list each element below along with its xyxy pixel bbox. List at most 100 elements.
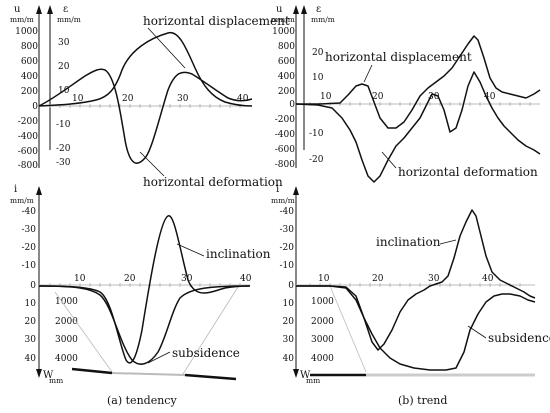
x-tick-label: 30 — [177, 94, 189, 104]
inclination-label-a: inclination — [206, 247, 271, 261]
deformation-label-b: horizontal deformation — [398, 165, 538, 179]
u-axis-arrow-b — [293, 5, 299, 14]
i-axis-arrow-b — [293, 186, 299, 195]
caption-b: (b) trend — [398, 394, 447, 407]
x-tick-label: 20 — [372, 274, 384, 284]
x-tick-label: 40 — [240, 274, 252, 284]
tick-label: 1000 — [15, 27, 38, 37]
i-axis-arrow-a — [36, 186, 42, 195]
w-ticks-b: 1000 2000 3000 4000 — [311, 297, 334, 364]
tick-label: -10 — [309, 129, 324, 139]
tick-label: 10 — [25, 299, 37, 309]
i-ticks-a: -40 -30 -20 -10 0 10 20 30 40 — [22, 207, 37, 364]
u-symbol-a: u — [14, 4, 21, 15]
x-tick-label: 10 — [72, 94, 84, 104]
u-axis-arrow-a — [36, 5, 42, 14]
deformation-label-a: horizontal deformation — [143, 175, 283, 189]
tick-label: 0 — [288, 281, 294, 291]
deformation-curve-a — [38, 68, 253, 164]
tick-label: -30 — [280, 225, 295, 235]
x-tick-label: 30 — [428, 92, 440, 102]
inclination-leader-b — [439, 239, 457, 245]
x-tick-label: 20 — [124, 274, 136, 284]
displacement-curve-a — [38, 31, 253, 107]
panel-b-top: u mm/m ε mm/m 1000 800 600 400 200 0 -20… — [271, 4, 541, 183]
caption-a: (a) tendency — [107, 394, 177, 407]
x-tick-label: 40 — [484, 92, 496, 102]
tick-label: 30 — [58, 38, 70, 48]
u-ticks-a: 1000 800 600 400 200 0 -200 -400 -600 -8… — [15, 27, 38, 171]
subsidence-curve-a — [38, 285, 251, 365]
tick-label: 2000 — [55, 317, 78, 327]
subsidence-label-b: subsidence — [488, 331, 550, 345]
x-tick-label: 10 — [74, 274, 86, 284]
w-unit-b: mm — [306, 376, 320, 385]
eps-symbol-b: ε — [316, 4, 321, 15]
tick-label: -30 — [22, 225, 37, 235]
tick-label: 600 — [21, 57, 38, 67]
guide-line-b — [329, 285, 367, 373]
tick-label: 800 — [278, 42, 295, 52]
panel-b-bottom: i mm/m -40 -30 -20 -10 0 10 20 30 40 100… — [271, 184, 550, 407]
tick-label: 200 — [278, 87, 295, 97]
x-tick-label: 40 — [482, 274, 494, 284]
x-tick-label: 30 — [181, 274, 193, 284]
tick-label: -40 — [280, 207, 295, 217]
tick-label: 20 — [58, 62, 70, 72]
tick-label: 1000 — [272, 27, 295, 37]
tick-label: 1000 — [311, 297, 334, 307]
deformation-leader-a — [139, 151, 165, 177]
tick-label: -10 — [56, 120, 71, 130]
tick-label: 2000 — [311, 317, 334, 327]
deformation-leader-b — [381, 151, 397, 169]
guide-line-a-left — [54, 291, 113, 373]
x-tick-label: 20 — [372, 92, 384, 102]
displacement-label-b: horizontal displacement — [325, 50, 472, 64]
tick-label: -20 — [22, 243, 37, 253]
w-symbol-b: W — [300, 370, 311, 381]
tick-label: 10 — [283, 299, 295, 309]
tick-label: 600 — [278, 57, 295, 67]
x-tick-label: 20 — [122, 94, 134, 104]
u-unit-b: mm/m — [271, 15, 295, 24]
displacement-leader-b — [363, 64, 373, 83]
eps-ticks-a: 30 20 10 -10 -20 -30 — [56, 38, 71, 168]
ground-line-a-left — [71, 367, 113, 375]
tick-label: -800 — [18, 161, 38, 171]
tick-label: 30 — [25, 335, 37, 345]
panel-a-top: u mm/m ε mm/m 1000 800 600 400 200 0 -20… — [10, 4, 290, 189]
x-tick-label: 30 — [428, 274, 440, 284]
subsidence-leader-b — [467, 325, 487, 339]
w-symbol-a: W — [43, 370, 54, 381]
tick-label: -400 — [18, 132, 38, 142]
tick-label: -20 — [56, 144, 71, 154]
inclination-curve-a — [38, 215, 251, 364]
subsidence-leader-a — [147, 351, 171, 364]
u-symbol-b: u — [276, 4, 283, 15]
deformation-curve-b — [295, 71, 541, 183]
tick-label: 800 — [21, 42, 38, 52]
tick-label: 1000 — [55, 297, 78, 307]
tick-label: 3000 — [55, 335, 78, 345]
tick-label: 4000 — [311, 354, 334, 364]
displacement-curve-b — [296, 35, 541, 129]
subsidence-label-a: subsidence — [172, 346, 240, 360]
tick-label: -200 — [18, 117, 38, 127]
tick-label: 20 — [312, 48, 324, 58]
eps-axis-arrow-b — [301, 5, 307, 14]
i-symbol-b: i — [276, 184, 279, 195]
tick-label: 40 — [25, 354, 37, 364]
tick-label: 0 — [32, 102, 38, 112]
tick-label: 10 — [312, 73, 324, 83]
tick-label: 200 — [21, 87, 38, 97]
tick-label: -20 — [309, 155, 324, 165]
tick-label: 3000 — [311, 335, 334, 345]
w-axis-arrow-a — [36, 369, 42, 378]
tick-label: 400 — [21, 72, 38, 82]
tick-label: -20 — [280, 243, 295, 253]
eps-unit-a: mm/m — [57, 15, 81, 24]
guide-line-a-right — [182, 286, 239, 375]
eps-unit-b: mm/m — [311, 15, 335, 24]
tick-label: 30 — [283, 335, 295, 345]
